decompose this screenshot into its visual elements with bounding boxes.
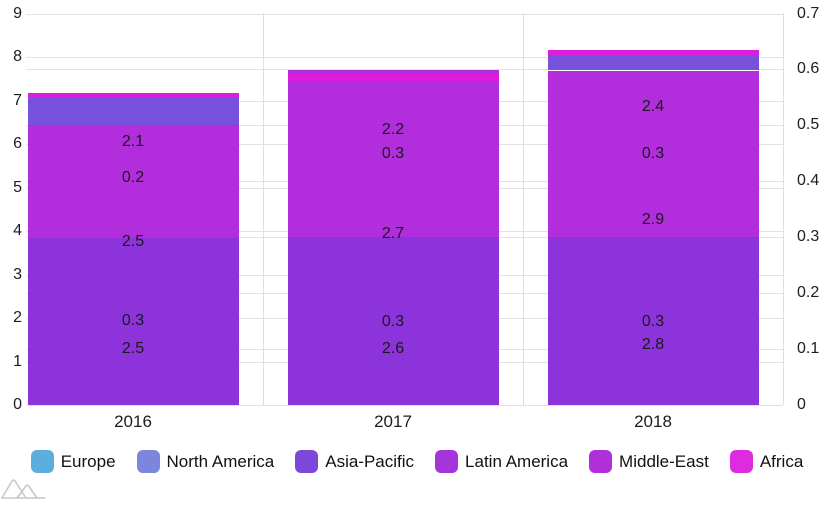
right-axis-tick-0.3: 0.3 — [797, 228, 820, 246]
bar-2017-value-label-4: 2.2 — [381, 121, 405, 139]
bar-2017-value-label-3: 0.3 — [381, 144, 405, 162]
gridline-category-2016 — [263, 13, 264, 405]
legend: Europe North America Asia-Pacific Latin Ame… — [0, 450, 834, 473]
bar-2016-segment-1[interactable] — [27, 125, 239, 238]
mountain-logo — [1, 479, 46, 499]
legend-label-europe: Europe — [60, 451, 116, 471]
legend-swatch-north-america — [136, 450, 160, 473]
legend-item-latin-america[interactable]: Latin America — [435, 450, 568, 473]
bar-2016-value-label-2: 2.5 — [121, 232, 145, 250]
legend-label-middle-east: Middle-East — [619, 451, 709, 471]
legend-item-asia-pacific[interactable]: Asia-Pacific — [295, 450, 414, 473]
right-axis-tick-0.6: 0.6 — [797, 60, 820, 78]
legend-item-north-america[interactable]: North America — [136, 450, 275, 473]
bar-2018-segment-1[interactable] — [547, 70, 759, 238]
bar-2016-value-label-1: 0.3 — [121, 311, 145, 329]
legend-item-africa[interactable]: Africa — [729, 450, 804, 473]
left-axis-tick-8: 8 — [13, 48, 22, 65]
bar-2018-segment-0[interactable] — [547, 237, 759, 405]
bar-2016-segment-2[interactable] — [27, 97, 239, 126]
legend-swatch-latin-america — [435, 450, 459, 473]
bar-2017-segment-1[interactable] — [287, 80, 499, 238]
bar-2017-segment-3[interactable] — [287, 70, 499, 74]
bar-2018-value-label-1: 0.3 — [641, 312, 665, 330]
legend-swatch-asia-pacific — [295, 450, 319, 473]
bar-2018-value-label-4: 2.4 — [641, 98, 665, 116]
left-axis-tick-4: 4 — [13, 222, 22, 239]
right-axis-tick-0.1: 0.1 — [797, 340, 820, 358]
gridline-left-0 — [26, 405, 783, 406]
legend-swatch-africa — [729, 450, 753, 473]
gridline-left-9 — [26, 13, 783, 15]
left-axis-tick-3: 3 — [13, 265, 22, 283]
right-axis-tick-0.4: 0.4 — [797, 172, 820, 190]
left-axis-tick-6: 6 — [13, 135, 22, 152]
bar-2018-value-label-0: 2.8 — [641, 335, 665, 353]
left-axis-tick-0: 0 — [13, 396, 22, 413]
bar-2018-segment-3[interactable] — [547, 49, 759, 55]
bar-2018-value-label-3: 0.3 — [641, 144, 665, 162]
bar-2017-value-label-2: 2.7 — [381, 224, 405, 242]
right-axis-tick-0.7: 0.7 — [797, 4, 820, 22]
legend-label-north-america: North America — [166, 451, 275, 471]
bar-2016-value-label-3: 0.2 — [121, 169, 145, 187]
right-axis-tick-0.5: 0.5 — [797, 116, 820, 134]
bar-2016-segment-0[interactable] — [27, 238, 239, 405]
bar-2016-value-label-0: 2.5 — [121, 340, 145, 358]
legend-label-asia-pacific: Asia-Pacific — [325, 451, 415, 471]
left-axis-tick-2: 2 — [13, 309, 22, 326]
gridline-category-2017 — [523, 13, 524, 405]
left-axis-tick-7: 7 — [13, 91, 22, 109]
x-axis-tick-2016: 2016 — [114, 412, 152, 431]
right-axis-tick-0: 0 — [797, 396, 806, 413]
gridline-category-2018 — [783, 13, 784, 405]
left-axis-tick-1: 1 — [13, 352, 22, 370]
legend-item-europe[interactable]: Europe — [30, 450, 116, 473]
gridline-left-8 — [26, 57, 783, 58]
legend-label-latin-america: Latin America — [465, 451, 569, 471]
bar-2016-value-label-4: 2.1 — [121, 132, 145, 150]
bar-2017-value-label-0: 2.6 — [381, 339, 405, 357]
gridline-right-0.6 — [26, 69, 783, 71]
right-axis-tick-0.2: 0.2 — [797, 284, 820, 302]
legend-label-africa: Africa — [759, 451, 804, 471]
bar-2016-segment-3[interactable] — [27, 93, 239, 98]
legend-swatch-middle-east — [589, 450, 613, 473]
left-axis-tick-5: 5 — [13, 178, 22, 196]
left-axis-tick-9: 9 — [13, 4, 22, 22]
bar-2018-segment-2[interactable] — [547, 54, 759, 71]
legend-swatch-europe — [30, 450, 54, 473]
x-axis-tick-2018: 2018 — [634, 412, 672, 431]
bar-2017-segment-0[interactable] — [287, 237, 499, 405]
legend-item-middle-east[interactable]: Middle-East — [589, 450, 709, 473]
x-axis-tick-2017: 2017 — [374, 412, 412, 431]
bar-2017-value-label-1: 0.3 — [381, 312, 405, 330]
bar-2017-segment-2[interactable] — [287, 74, 499, 81]
bar-2018-value-label-2: 2.9 — [641, 210, 665, 228]
